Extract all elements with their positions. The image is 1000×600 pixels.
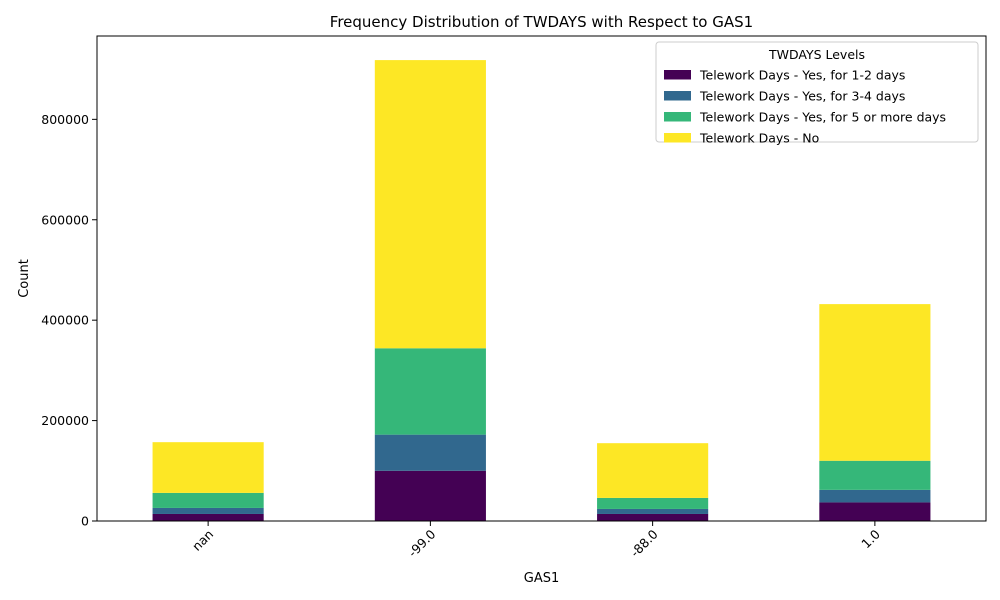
legend: TWDAYS Levels Telework Days - Yes, for 1… <box>655 41 979 146</box>
bar-0-3 <box>819 502 931 521</box>
x-tick-label: 1.0 <box>858 526 883 551</box>
bar-3-2 <box>597 443 709 498</box>
legend-label: Telework Days - Yes, for 5 or more days <box>699 110 946 125</box>
legend-frame <box>655 41 979 143</box>
legend-items: Telework Days - Yes, for 1-2 days Telewor… <box>664 68 946 146</box>
x-tick-label: nan <box>189 527 216 554</box>
y-tick-label: 800000 <box>41 112 89 127</box>
bar-2-3 <box>819 460 931 490</box>
bar-3-3 <box>819 304 931 461</box>
bar-2-0 <box>152 492 264 508</box>
bars <box>152 60 931 521</box>
legend-label: Telework Days - Yes, for 3-4 days <box>699 89 905 104</box>
bar-2-2 <box>597 497 709 509</box>
bar-0-1 <box>374 470 486 521</box>
legend-swatch <box>664 70 691 80</box>
bar-1-2 <box>597 508 709 514</box>
x-tick-label: -99.0 <box>405 526 439 560</box>
y-tick-label: 600000 <box>41 212 89 227</box>
x-axis-title: GAS1 <box>524 571 560 586</box>
legend-swatch <box>664 133 691 143</box>
x-tick-label: -88.0 <box>627 526 661 560</box>
x-axis: nan -99.0 -88.0 1.0 <box>189 521 883 560</box>
chart-title: Frequency Distribution of TWDAYS with Re… <box>330 13 753 31</box>
y-tick-label: 200000 <box>41 413 89 428</box>
bar-1-1 <box>374 434 486 471</box>
legend-label: Telework Days - No <box>699 131 819 146</box>
bar-0-2 <box>597 513 709 521</box>
y-axis-title: Count <box>17 259 32 298</box>
legend-title: TWDAYS Levels <box>768 47 865 62</box>
legend-swatch <box>664 112 691 122</box>
legend-swatch <box>664 91 691 101</box>
y-axis: 0 200000 400000 600000 800000 <box>41 112 97 529</box>
bar-1-0 <box>152 507 264 514</box>
y-tick-label: 0 <box>81 514 89 529</box>
bar-1-3 <box>819 489 931 503</box>
y-tick-label: 400000 <box>41 313 89 328</box>
legend-label: Telework Days - Yes, for 1-2 days <box>699 68 905 83</box>
bar-2-1 <box>374 348 486 435</box>
bar-3-1 <box>374 60 486 349</box>
bar-3-0 <box>152 442 264 493</box>
plot-frame <box>96 35 987 522</box>
bar-0-0 <box>152 513 264 521</box>
